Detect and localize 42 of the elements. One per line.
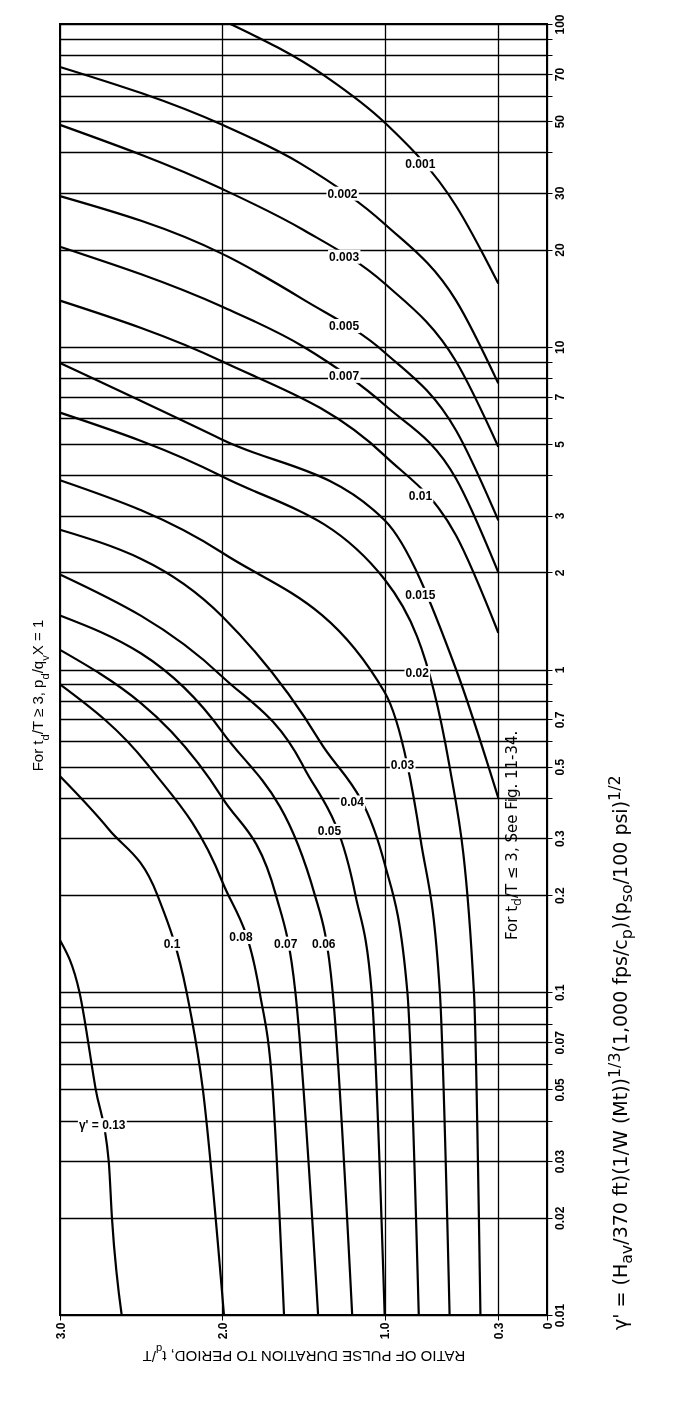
series-label: 0.07 xyxy=(273,936,298,951)
y-tick-label: 0.02 xyxy=(552,1206,567,1231)
series-label: 0.005 xyxy=(329,319,360,334)
series-label: 0.007 xyxy=(329,368,360,383)
y-tick-label: 0.03 xyxy=(552,1149,567,1174)
series-label: 0.04 xyxy=(340,795,365,810)
x-tick-label: 1.0 xyxy=(378,1322,393,1340)
y-tick-label: 0.2 xyxy=(552,886,567,904)
series-label: 0.05 xyxy=(317,823,342,838)
y-tick-label: 0.01 xyxy=(552,1303,567,1328)
y-tick-label: 2 xyxy=(552,569,567,577)
y-tick-label: 0.05 xyxy=(552,1077,567,1102)
y-tick-label: 7 xyxy=(552,393,567,401)
y-tick-label: 0.07 xyxy=(552,1030,567,1055)
x-tick-label: 0 xyxy=(540,1322,555,1330)
series-label: 0.08 xyxy=(229,929,253,944)
series-label: 0.001 xyxy=(405,157,436,172)
y-tick-label: 0.3 xyxy=(552,830,567,848)
x-tick-label: 2.0 xyxy=(215,1322,230,1340)
series-label: 0.015 xyxy=(405,587,436,602)
series-label: 0.002 xyxy=(327,186,358,201)
y-tick-label: 100 xyxy=(552,14,567,35)
y-tick-label: 5 xyxy=(552,440,567,448)
y-tick-label: 50 xyxy=(552,114,567,129)
series-label: 0.06 xyxy=(312,936,336,951)
x-tick-label: 3.0 xyxy=(53,1322,68,1340)
y-tick-label: 10 xyxy=(552,340,567,354)
series-label: 0.003 xyxy=(329,249,360,264)
y-tick-label: 0.5 xyxy=(552,758,567,776)
series-label: 0.03 xyxy=(390,758,415,773)
series-label: 0.02 xyxy=(405,666,430,681)
y-tick-label: 0.7 xyxy=(552,711,567,729)
y-tick-label: 30 xyxy=(552,186,567,200)
series-label: 0.01 xyxy=(408,488,433,503)
y-tick-label: 1 xyxy=(552,666,567,674)
y-tick-label: 0.1 xyxy=(552,984,567,1002)
x-tick-label: 0.3 xyxy=(491,1322,506,1340)
series-label: γ' = 0.13 xyxy=(78,1118,126,1133)
y-tick-label: 70 xyxy=(552,67,567,82)
series-label: 0.1 xyxy=(163,936,181,951)
y-tick-label: 3 xyxy=(552,512,567,520)
y-tick-label: 20 xyxy=(552,243,567,257)
